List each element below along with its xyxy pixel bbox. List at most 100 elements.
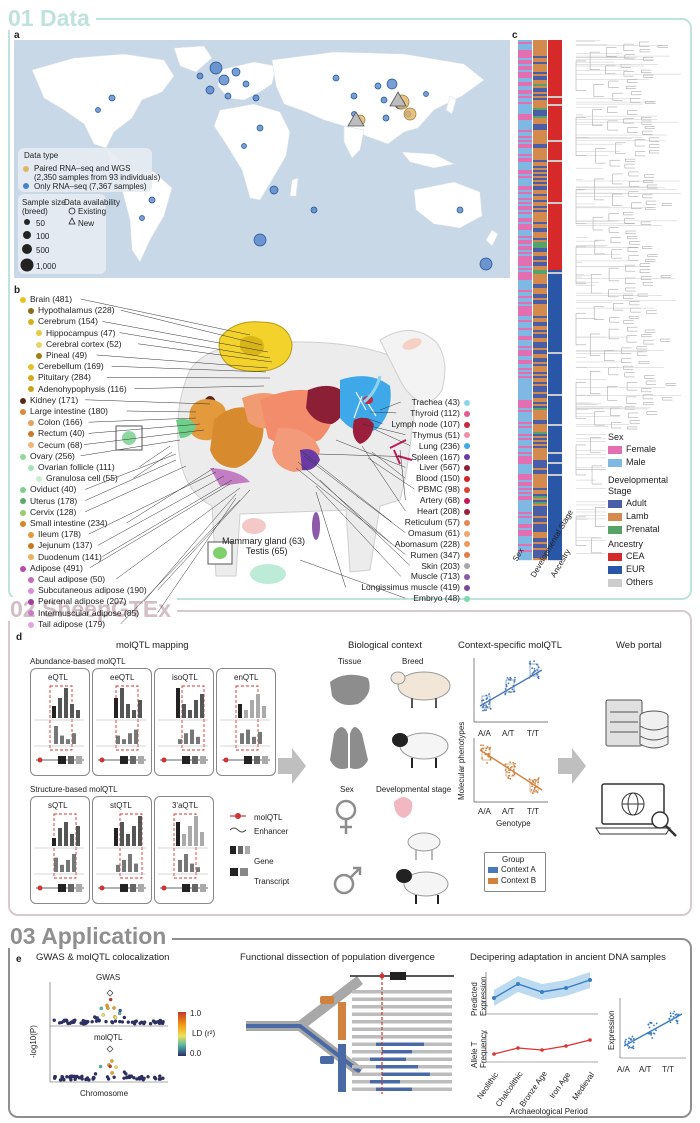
annot-sex-cell bbox=[518, 376, 532, 379]
coloc-point bbox=[104, 1019, 108, 1024]
annot-ancestry-cell bbox=[548, 266, 562, 269]
annot-dev-cell bbox=[533, 334, 547, 337]
annot-sex-cell bbox=[518, 40, 532, 43]
leader-line bbox=[116, 487, 241, 580]
annot-ancestry-cell bbox=[548, 552, 562, 555]
annot-sex-cell bbox=[518, 508, 532, 511]
annot-ancestry-cell bbox=[548, 446, 562, 449]
annot-dev-cell bbox=[533, 130, 547, 133]
annot-sex-cell bbox=[518, 112, 532, 115]
annot-sex-cell bbox=[518, 318, 532, 321]
annot-dev-cell bbox=[533, 52, 547, 55]
annot-sex-cell bbox=[518, 262, 532, 265]
annot-ancestry-cell bbox=[548, 398, 562, 401]
annot-dev-cell bbox=[533, 160, 547, 163]
annot-ancestry-cell bbox=[548, 364, 562, 367]
annot-dev-cell bbox=[533, 210, 547, 213]
annot-dev-cell bbox=[533, 504, 547, 507]
annot-dev-cell bbox=[533, 414, 547, 417]
annot-dev-cell bbox=[533, 346, 547, 349]
annot-sex-cell bbox=[518, 458, 532, 461]
annot-ancestry-cell bbox=[548, 428, 562, 431]
annot-ancestry-cell bbox=[548, 436, 562, 439]
annot-ancestry-cell bbox=[548, 288, 562, 291]
annot-ancestry-cell bbox=[548, 248, 562, 251]
annot-ancestry-cell bbox=[548, 384, 562, 387]
annot-sex-cell bbox=[518, 50, 532, 53]
annot-ancestry-cell bbox=[548, 336, 562, 339]
annot-dev-cell bbox=[533, 146, 547, 149]
annot-dev-cell bbox=[533, 184, 547, 187]
cs-point bbox=[533, 660, 536, 663]
tissue-color-dot bbox=[464, 595, 470, 602]
annot-ancestry-cell bbox=[548, 110, 562, 113]
coloc-point bbox=[82, 1022, 86, 1026]
annot-dev-cell bbox=[533, 58, 547, 61]
annot-dev-cell bbox=[533, 526, 547, 529]
annot-ancestry-cell bbox=[548, 140, 562, 143]
annot-sex-cell bbox=[518, 414, 532, 417]
annot-ancestry-cell bbox=[548, 320, 562, 323]
annot-ancestry-cell bbox=[548, 250, 562, 253]
cs-bot-xtick-2: A/T bbox=[502, 807, 515, 816]
annot-ancestry-cell bbox=[548, 278, 562, 281]
annot-sex-cell bbox=[518, 98, 532, 101]
annot-ancestry-cell bbox=[548, 298, 562, 301]
annot-sex-cell bbox=[518, 500, 532, 503]
annot-dev-cell bbox=[533, 206, 547, 209]
tissue-right-item: Abomasum (228) bbox=[395, 539, 470, 550]
cs-point bbox=[482, 744, 484, 747]
tissue-left-item: Cecum (68) bbox=[28, 440, 82, 451]
tissue-label: Longissimus muscle (419) bbox=[361, 582, 460, 593]
annot-sex-cell bbox=[518, 520, 532, 523]
annot-ancestry-cell bbox=[548, 538, 562, 541]
annot-sex-cell bbox=[518, 70, 532, 73]
annot-ancestry-cell bbox=[548, 470, 562, 473]
annot-ancestry-cell bbox=[548, 404, 562, 407]
annot-sex-cell bbox=[518, 362, 532, 365]
annot-ancestry-cell bbox=[548, 408, 562, 411]
coloc-lead-snp bbox=[106, 989, 114, 997]
annot-ancestry-cell bbox=[548, 542, 562, 545]
annot-ancestry-cell bbox=[548, 396, 562, 399]
annot-sex-cell bbox=[518, 168, 532, 171]
ade-point bbox=[650, 1022, 653, 1024]
annot-sex-cell bbox=[518, 454, 532, 457]
annot-dev-cell bbox=[533, 536, 547, 539]
annot-sex-cell bbox=[518, 320, 532, 323]
annot-ancestry-cell bbox=[548, 102, 562, 105]
ade-point bbox=[631, 1035, 634, 1038]
leader-line bbox=[295, 467, 406, 555]
annot-ancestry-cell bbox=[548, 514, 562, 517]
annot-sex-cell bbox=[518, 536, 532, 539]
annot-sex-cell bbox=[518, 56, 532, 59]
annot-dev-cell bbox=[533, 102, 547, 105]
annot-ancestry-cell bbox=[548, 332, 562, 335]
tissue-color-dot bbox=[20, 565, 26, 572]
annot-sex-cell bbox=[518, 278, 532, 281]
annot-sex-cell bbox=[518, 134, 532, 137]
ade-point bbox=[655, 1029, 657, 1032]
annot-dev-cell bbox=[533, 496, 547, 499]
tissue-color-dot bbox=[464, 541, 470, 548]
annot-sex-cell bbox=[518, 466, 532, 469]
annot-dev-cell bbox=[533, 100, 547, 103]
tissue-label: Reticulum (57) bbox=[404, 516, 460, 527]
annot-sex-cell bbox=[518, 264, 532, 267]
annot-dev-cell bbox=[533, 342, 547, 345]
annot-sex-cell bbox=[518, 282, 532, 285]
cs-point bbox=[509, 766, 512, 769]
tissue-right-item: Trachea (43) bbox=[412, 397, 470, 408]
annot-dev-cell bbox=[533, 82, 547, 85]
annot-sex-cell bbox=[518, 440, 532, 443]
annot-sex-cell bbox=[518, 146, 532, 149]
legend-size-100: 100 bbox=[36, 232, 50, 241]
tissue-label: Colon (166) bbox=[38, 417, 83, 428]
annot-ancestry-cell bbox=[548, 544, 562, 547]
annot-ancestry-cell bbox=[548, 290, 562, 293]
tissue-label: Thymus (51) bbox=[412, 429, 460, 440]
ade-point bbox=[651, 1037, 654, 1039]
annot-dev-cell bbox=[533, 212, 547, 215]
annot-ancestry-cell bbox=[548, 42, 562, 45]
ld-colorbar bbox=[178, 1012, 186, 1056]
